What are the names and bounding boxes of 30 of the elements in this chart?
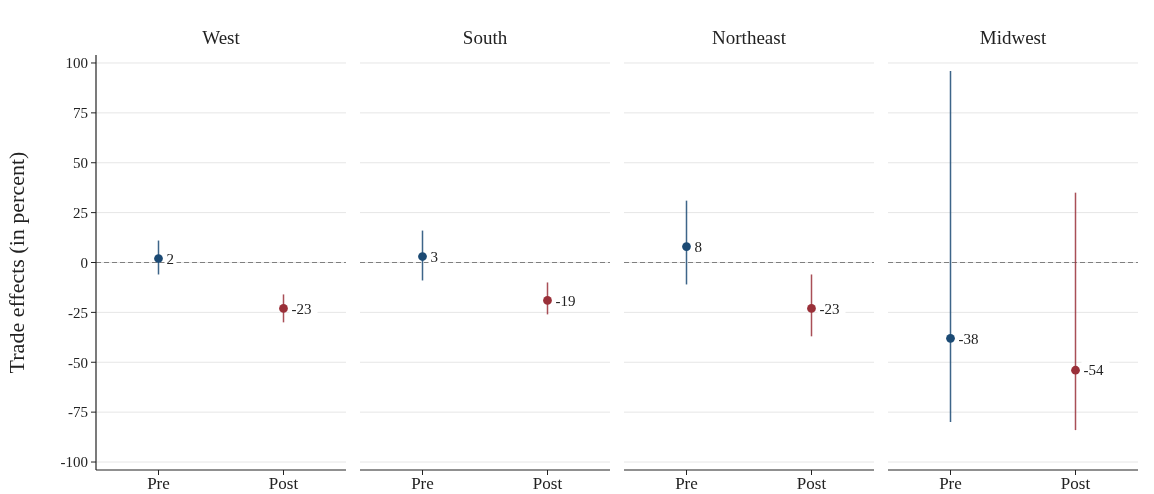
x-tick-label: Post xyxy=(532,474,563,493)
data-label: -38 xyxy=(958,330,979,347)
x-tick-label: Post xyxy=(1060,474,1091,493)
x-tick-label: Pre xyxy=(147,474,170,493)
y-tick-label: 50 xyxy=(73,154,88,171)
data-label: -54 xyxy=(1083,362,1104,379)
chart-title: South xyxy=(462,27,508,48)
y-tick-label: 0 xyxy=(80,254,88,271)
x-tick-label: Post xyxy=(268,474,299,493)
data-label: -23 xyxy=(819,300,840,317)
data-label: -23 xyxy=(291,300,312,317)
y-tick-label: -100 xyxy=(60,454,88,471)
chart-title: Northeast xyxy=(712,27,787,48)
y-tick-label: -75 xyxy=(68,404,88,421)
chart-title: Midwest xyxy=(979,27,1047,48)
y-axis-title: Trade effects (in percent) xyxy=(4,151,29,374)
y-tick-label: -50 xyxy=(68,354,88,371)
y-tick-label: 25 xyxy=(73,204,88,221)
chart-title: West xyxy=(202,27,241,48)
x-tick-label: Post xyxy=(796,474,827,493)
y-tick-label: 75 xyxy=(73,105,88,122)
data-label: 3 xyxy=(430,248,438,265)
x-tick-label: Pre xyxy=(411,474,434,493)
data-label: 8 xyxy=(694,238,702,255)
y-tick-label: 100 xyxy=(65,55,88,72)
x-tick-label: Pre xyxy=(675,474,698,493)
data-label: -19 xyxy=(555,292,576,309)
data-label: 2 xyxy=(166,250,174,267)
x-tick-label: Pre xyxy=(939,474,962,493)
y-tick-label: -25 xyxy=(68,304,88,321)
